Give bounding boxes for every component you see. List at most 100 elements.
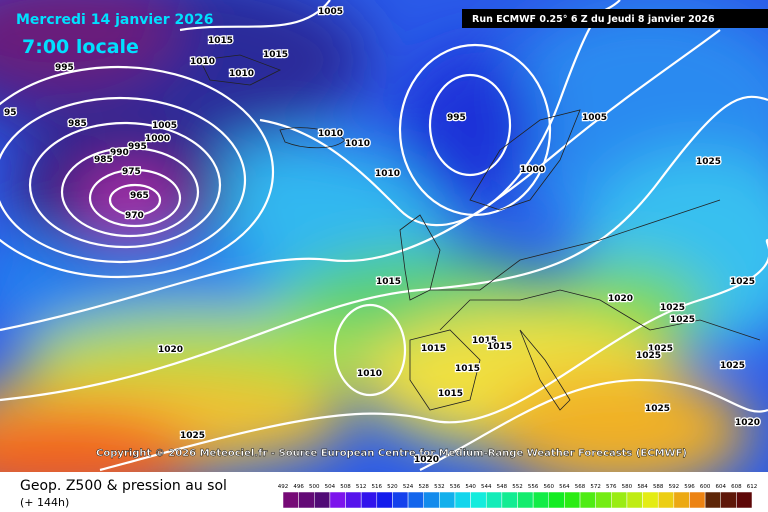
scale-swatch: [564, 491, 581, 509]
isobar-label: 985: [68, 119, 87, 129]
scale-swatch: [673, 491, 690, 509]
scale-swatch: [501, 491, 518, 509]
isobar-label: 970: [125, 211, 144, 221]
isobar-label: 1015: [263, 50, 288, 60]
isobar-label: 990: [110, 148, 129, 158]
isobar-label: 1025: [696, 157, 721, 167]
scale-swatch: [282, 491, 299, 509]
scale-swatch: [626, 491, 643, 509]
isobar-label: 1010: [190, 57, 215, 67]
scale-label: 552: [512, 484, 523, 490]
isobar-label: 1015: [208, 36, 233, 46]
isobar-label: 1005: [582, 113, 607, 123]
isobar-label: 1015: [487, 342, 512, 352]
isobar-label: 1005: [318, 7, 343, 17]
isobar-label: 1010: [229, 69, 254, 79]
scale-label: 608: [731, 484, 742, 490]
isobar-label: 1025: [645, 404, 670, 414]
isobar-label: 995: [55, 63, 74, 73]
isobar-label: 1010: [318, 129, 343, 139]
scale-swatch: [736, 491, 753, 509]
scale-label: 524: [403, 484, 414, 490]
scale-label: 572: [590, 484, 601, 490]
isobar-label: 1020: [735, 418, 760, 428]
scale-swatch: [689, 491, 706, 509]
isobar-label: 1020: [608, 294, 633, 304]
isobar-label: 1015: [455, 364, 480, 374]
scale-label: 508: [340, 484, 351, 490]
scale-label: 544: [481, 484, 492, 490]
isobar-label: 1010: [357, 369, 382, 379]
scale-label: 564: [559, 484, 570, 490]
scale-label: 540: [465, 484, 476, 490]
scale-label: 532: [434, 484, 445, 490]
scale-label: 612: [747, 484, 758, 490]
scale-swatch: [579, 491, 596, 509]
scale-label: 560: [544, 484, 555, 490]
scale-swatch: [345, 491, 362, 509]
scale-swatch: [657, 491, 675, 509]
date: Mercredi 14 janvier 2026: [16, 12, 213, 28]
scale-label: 516: [372, 484, 383, 490]
isobar-label: 975: [122, 167, 141, 177]
copyright: Copyright © 2026 Meteociel.fr - Source E…: [96, 448, 687, 459]
isobar-label: 1005: [152, 121, 177, 131]
isobar-label: 1025: [636, 351, 661, 361]
isobar-label: 1025: [648, 344, 673, 354]
scale-swatch: [423, 491, 440, 509]
isobar-label: 1025: [660, 303, 685, 313]
isobar-label: 1015: [376, 277, 401, 287]
isobar-label: 995: [128, 142, 147, 152]
scale-label: 496: [293, 484, 304, 490]
scale-swatch: [439, 491, 456, 509]
scale-swatch: [485, 491, 503, 509]
isobar-label: 1000: [145, 134, 170, 144]
scale-label: 600: [700, 484, 711, 490]
scale-label: 604: [715, 484, 726, 490]
scale-label: 556: [528, 484, 539, 490]
scale-swatch: [470, 491, 487, 509]
scale-swatch: [407, 491, 424, 509]
scale-label: 592: [669, 484, 680, 490]
scale-swatch: [704, 491, 721, 509]
isobar-label: 95: [4, 108, 17, 118]
forecast-lead: (+ 144h): [20, 496, 69, 509]
scale-label: 580: [622, 484, 633, 490]
scale-label: 492: [278, 484, 289, 490]
scale-swatch: [298, 491, 315, 509]
scale-swatch: [376, 491, 393, 509]
isobar-label: 1020: [414, 455, 439, 465]
scale-swatch: [548, 491, 565, 509]
scale-swatch: [532, 491, 550, 509]
scale-label: 584: [637, 484, 648, 490]
scale-label: 548: [497, 484, 508, 490]
scale-swatch: [611, 491, 628, 509]
local-time: 7:00 locale: [22, 36, 139, 58]
isobar-label: 1015: [438, 389, 463, 399]
isobar-label: 1025: [670, 315, 695, 325]
isobar-label: 1010: [345, 139, 370, 149]
isobar-label: 1025: [720, 361, 745, 371]
isobar-label: 1000: [520, 165, 545, 175]
scale-label: 500: [309, 484, 320, 490]
scale-swatch: [329, 491, 346, 509]
scale-swatch: [595, 491, 612, 509]
scale-swatch: [314, 491, 331, 509]
scale-swatch: [720, 491, 737, 509]
isobar-label: 1015: [421, 344, 446, 354]
scale-label: 568: [575, 484, 586, 490]
scale-swatch: [642, 491, 659, 509]
scale-swatch: [360, 491, 378, 509]
scale-label: 536: [450, 484, 461, 490]
scale-label: 528: [418, 484, 429, 490]
scale-swatch: [392, 491, 409, 509]
isobar-label: 1025: [730, 277, 755, 287]
scale-label: 512: [356, 484, 367, 490]
isobar-label: 995: [447, 113, 466, 123]
isobar-label: 1010: [375, 169, 400, 179]
footer-title: Geop. Z500 & pression au sol: [20, 478, 227, 494]
coastlines: [199, 54, 761, 411]
scale-label: 520: [387, 484, 398, 490]
